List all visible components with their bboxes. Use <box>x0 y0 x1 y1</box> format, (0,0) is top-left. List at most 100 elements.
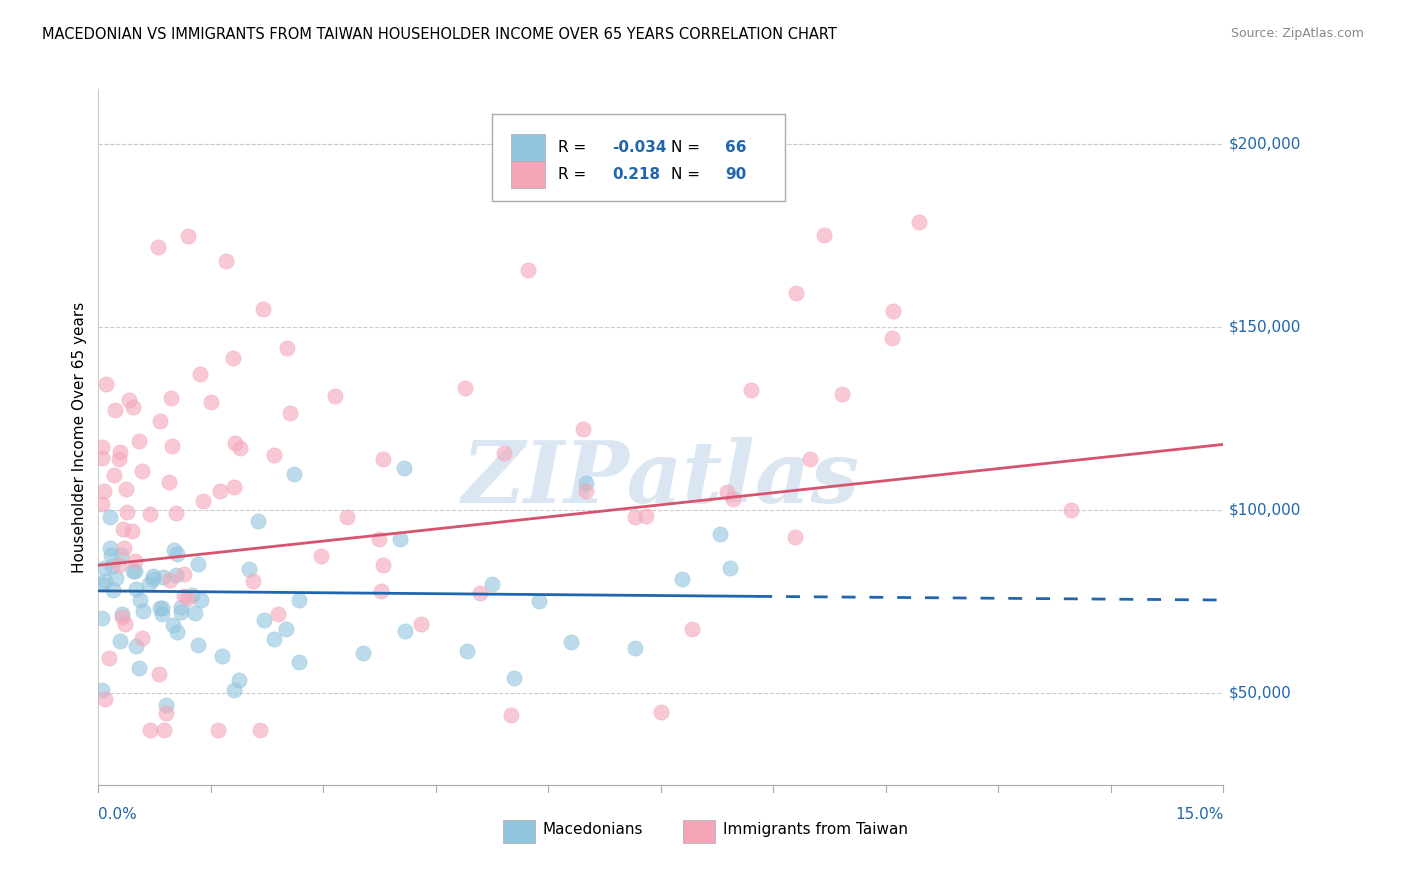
Point <box>149 414 172 428</box>
Point <box>181 588 204 602</box>
Point <box>152 569 174 583</box>
Point <box>623 641 645 656</box>
Point <box>207 723 229 737</box>
Point <box>188 367 211 381</box>
Point <box>160 439 183 453</box>
Point <box>105 571 128 585</box>
Point <box>162 618 184 632</box>
Y-axis label: Householder Income Over 65 years: Householder Income Over 65 years <box>72 301 87 573</box>
Point <box>238 561 260 575</box>
Point <box>121 524 143 539</box>
FancyBboxPatch shape <box>492 113 785 201</box>
Point <box>128 434 150 448</box>
Point <box>138 576 160 591</box>
Point <box>125 639 148 653</box>
Point <box>132 604 155 618</box>
Text: 0.218: 0.218 <box>613 167 661 182</box>
Point <box>103 468 125 483</box>
Point <box>142 569 165 583</box>
Point <box>572 422 595 436</box>
Point <box>148 240 170 254</box>
Point <box>723 492 745 507</box>
Point <box>91 451 114 466</box>
Point <box>108 451 131 466</box>
Point <box>187 638 209 652</box>
Point <box>98 651 121 665</box>
Point <box>177 591 200 605</box>
Point <box>263 449 285 463</box>
Point <box>94 692 117 706</box>
Point <box>103 582 125 597</box>
Point <box>108 634 131 648</box>
Point <box>681 622 703 636</box>
Point <box>131 632 153 646</box>
Point <box>129 593 152 607</box>
Point <box>634 508 657 523</box>
Point <box>224 436 246 450</box>
Point <box>149 601 172 615</box>
Point <box>267 607 290 622</box>
Point <box>211 649 233 664</box>
Text: Source: ZipAtlas.com: Source: ZipAtlas.com <box>1230 27 1364 40</box>
Point <box>155 706 177 721</box>
Point <box>411 617 433 632</box>
Point <box>122 400 145 414</box>
Point <box>831 387 853 401</box>
Point <box>110 548 132 562</box>
Point <box>335 509 357 524</box>
Point <box>624 510 647 524</box>
Point <box>785 285 807 300</box>
Point <box>456 643 478 657</box>
Point <box>98 510 121 524</box>
Point <box>187 557 209 571</box>
Point <box>242 574 264 588</box>
Point <box>125 582 148 596</box>
Point <box>112 541 135 555</box>
Point <box>1060 502 1083 516</box>
Point <box>278 406 301 420</box>
Point <box>650 705 672 719</box>
Text: -0.034: -0.034 <box>613 140 666 155</box>
Point <box>799 452 821 467</box>
Point <box>94 574 117 588</box>
FancyBboxPatch shape <box>512 134 546 161</box>
Point <box>177 228 200 243</box>
Point <box>571 169 593 183</box>
Point <box>165 506 187 520</box>
Point <box>907 215 929 229</box>
Point <box>228 673 250 688</box>
Point <box>108 558 131 572</box>
Point <box>481 577 503 591</box>
Text: N =: N = <box>671 140 704 155</box>
Point <box>499 708 522 723</box>
Point <box>91 577 114 591</box>
Point <box>288 656 311 670</box>
Point <box>159 573 181 587</box>
Point <box>124 554 146 568</box>
Point <box>112 522 135 536</box>
Point <box>115 482 138 496</box>
Point <box>98 541 121 556</box>
Point <box>96 376 118 391</box>
Point <box>527 594 550 608</box>
Point <box>91 682 114 697</box>
Point <box>740 383 762 397</box>
Point <box>503 671 526 685</box>
Point <box>153 723 176 737</box>
Text: R =: R = <box>558 140 592 155</box>
Point <box>170 605 193 619</box>
Text: $100,000: $100,000 <box>1229 503 1301 518</box>
Point <box>124 564 146 578</box>
Point <box>155 698 177 712</box>
Point <box>101 559 124 574</box>
Point <box>184 606 207 620</box>
Point <box>813 227 835 242</box>
Text: $150,000: $150,000 <box>1229 319 1301 334</box>
Point <box>139 508 162 522</box>
Point <box>246 514 269 528</box>
Text: R =: R = <box>558 167 592 182</box>
Point <box>131 464 153 478</box>
Point <box>91 441 114 455</box>
Text: 0.0%: 0.0% <box>98 807 138 822</box>
Point <box>215 254 238 268</box>
